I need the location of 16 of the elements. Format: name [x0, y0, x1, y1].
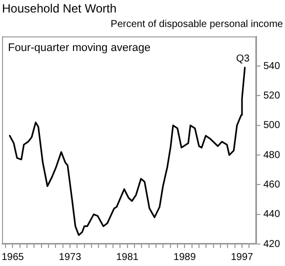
chart-subtitle: Percent of disposable personal income [110, 19, 284, 30]
x-tick-label: 1997 [230, 252, 254, 263]
chart-title: Household Net Worth [2, 2, 117, 16]
y-tick-label: 520 [263, 90, 280, 102]
y-tick-label: 540 [263, 60, 280, 72]
annotation: Q3 [236, 53, 250, 64]
x-tick-label: 1981 [116, 252, 139, 263]
y-tick-label: 420 [263, 238, 280, 250]
y-tick-label: 480 [263, 150, 280, 161]
y-tick-label: 500 [263, 120, 280, 132]
x-tick-label: 1973 [58, 252, 82, 263]
x-tick-label: 1965 [2, 252, 24, 263]
y-tick-label: 440 [263, 209, 280, 220]
annotation: Four-quarter moving average [8, 42, 150, 54]
x-tick-label: 1989 [174, 252, 196, 263]
y-tick-label: 460 [263, 179, 280, 190]
